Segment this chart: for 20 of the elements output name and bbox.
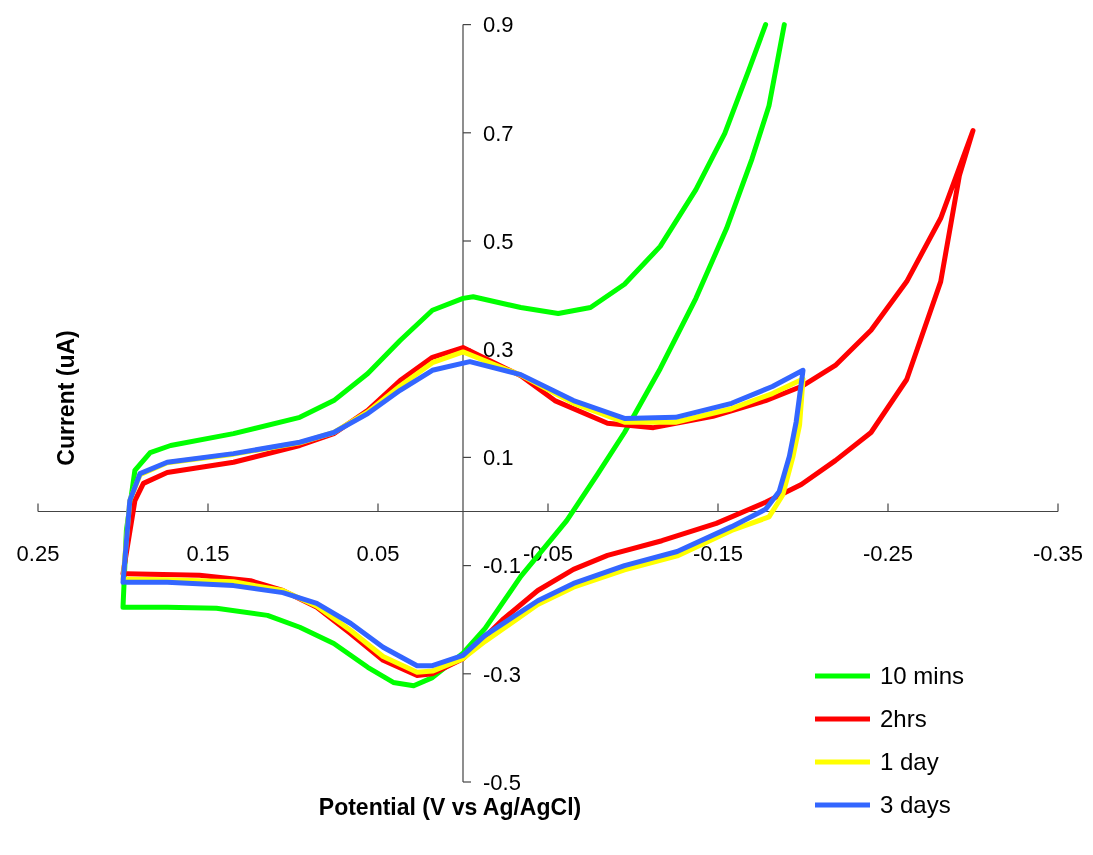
y-axis-title: Current (uA) <box>53 330 79 466</box>
x-tick-label: -0.25 <box>862 540 914 566</box>
x-axis-title: Potential (V vs Ag/AgCl) <box>318 794 582 820</box>
y-tick-label: 0.1 <box>483 445 514 471</box>
y-tick-label: 0.7 <box>483 120 514 146</box>
legend-label: 2hrs <box>880 705 927 733</box>
y-tick-label: 0.9 <box>483 12 514 38</box>
x-tick-label: -0.15 <box>692 540 744 566</box>
legend-label: 1 day <box>880 748 939 776</box>
x-tick-label: 0.05 <box>356 540 400 566</box>
y-tick-label: -0.5 <box>483 769 521 795</box>
x-tick-label: -0.35 <box>1032 540 1084 566</box>
x-tick-label: 0.15 <box>186 540 230 566</box>
legend-label: 3 days <box>880 791 951 819</box>
legend-label: 10 mins <box>880 662 965 690</box>
y-tick-label: 0.5 <box>483 228 514 254</box>
y-tick-label: -0.1 <box>483 553 521 579</box>
x-tick-label: 0.25 <box>16 540 60 566</box>
y-tick-label: -0.3 <box>483 661 521 687</box>
y-tick-label: 0.3 <box>483 336 514 362</box>
